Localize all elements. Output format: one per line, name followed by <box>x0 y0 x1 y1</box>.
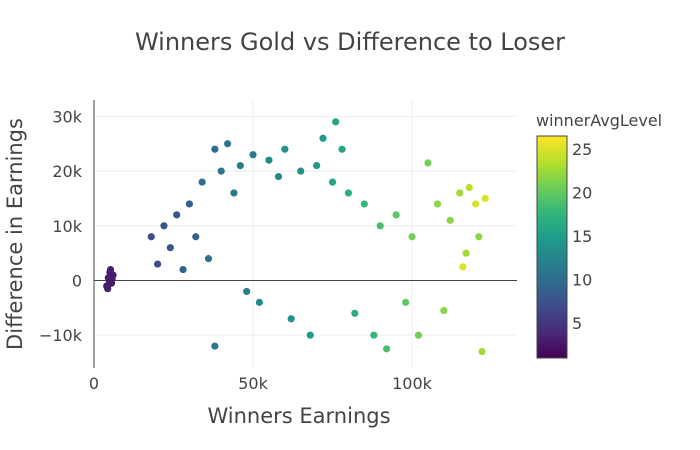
data-point <box>328 178 337 186</box>
data-point <box>332 118 340 126</box>
data-point <box>147 233 155 241</box>
data-point <box>414 331 423 339</box>
colorbar-ticks: 5 10 15 20 25 <box>572 140 592 333</box>
data-point <box>456 189 464 197</box>
data-point <box>274 172 283 181</box>
data-point <box>265 156 273 164</box>
data-point <box>211 145 219 153</box>
data-point <box>287 315 295 323</box>
y-axis-ticks: −10k 0 10k 20k 30k <box>39 107 83 345</box>
data-point <box>370 331 378 339</box>
y-tick-label: 20k <box>52 162 82 181</box>
data-point <box>243 287 251 296</box>
data-point <box>383 345 391 353</box>
data-point <box>481 194 489 203</box>
data-point <box>192 233 200 241</box>
x-tick-label: 100k <box>392 374 433 393</box>
data-point <box>173 211 181 219</box>
data-point <box>104 285 112 293</box>
data-point <box>446 216 454 224</box>
chart-title: Winners Gold vs Difference to Loser <box>135 28 565 56</box>
data-point <box>478 347 486 356</box>
data-point <box>223 140 232 148</box>
data-point <box>160 222 168 230</box>
data-point <box>249 151 257 159</box>
data-point <box>166 244 174 252</box>
data-point <box>108 275 116 283</box>
data-point <box>106 265 115 274</box>
data-point <box>462 249 470 257</box>
data-point <box>204 255 213 263</box>
data-point <box>472 200 480 208</box>
colorbar-tick-label: 20 <box>572 184 592 203</box>
data-point <box>424 159 432 167</box>
colorbar <box>536 135 568 359</box>
x-axis-ticks: 0 50k 100k <box>89 374 433 393</box>
data-point <box>230 189 238 197</box>
data-point <box>313 162 321 170</box>
colorbar-tick-label: 5 <box>572 314 582 333</box>
data-point <box>236 162 244 170</box>
data-point <box>402 298 410 306</box>
data-point <box>392 211 400 219</box>
colorbar-title: winnerAvgLevel <box>536 111 662 130</box>
data-point <box>255 298 263 306</box>
scatter-points <box>103 118 489 356</box>
data-point <box>475 233 483 241</box>
data-point <box>433 200 442 208</box>
data-point <box>185 200 194 208</box>
data-point <box>376 222 384 230</box>
data-point <box>459 263 467 271</box>
colorbar-tick-label: 15 <box>572 227 592 246</box>
data-point <box>217 167 225 175</box>
y-tick-label: −10k <box>39 326 83 345</box>
data-point <box>306 331 314 339</box>
data-point <box>360 200 368 208</box>
y-tick-label: 10k <box>52 217 82 236</box>
data-point <box>351 309 359 317</box>
data-point <box>440 306 448 315</box>
x-tick-label: 0 <box>89 374 99 393</box>
y-tick-label: 30k <box>52 107 82 126</box>
colorbar-tick-label: 10 <box>572 271 592 290</box>
y-axis-title: Difference in Earnings <box>3 118 27 350</box>
data-point <box>179 265 187 274</box>
data-point <box>154 260 162 268</box>
colorbar-tick-label: 25 <box>572 140 592 159</box>
x-axis-title: Winners Earnings <box>207 404 390 428</box>
data-point <box>198 178 206 186</box>
data-point <box>211 342 219 350</box>
y-tick-label: 0 <box>72 271 82 290</box>
data-point <box>344 189 353 197</box>
data-point <box>297 167 305 175</box>
data-point <box>408 233 416 241</box>
data-point <box>465 183 473 192</box>
data-point <box>281 145 289 153</box>
grid-lines <box>94 100 517 368</box>
data-point <box>338 145 346 153</box>
data-point <box>319 134 327 142</box>
x-tick-label: 50k <box>238 374 268 393</box>
